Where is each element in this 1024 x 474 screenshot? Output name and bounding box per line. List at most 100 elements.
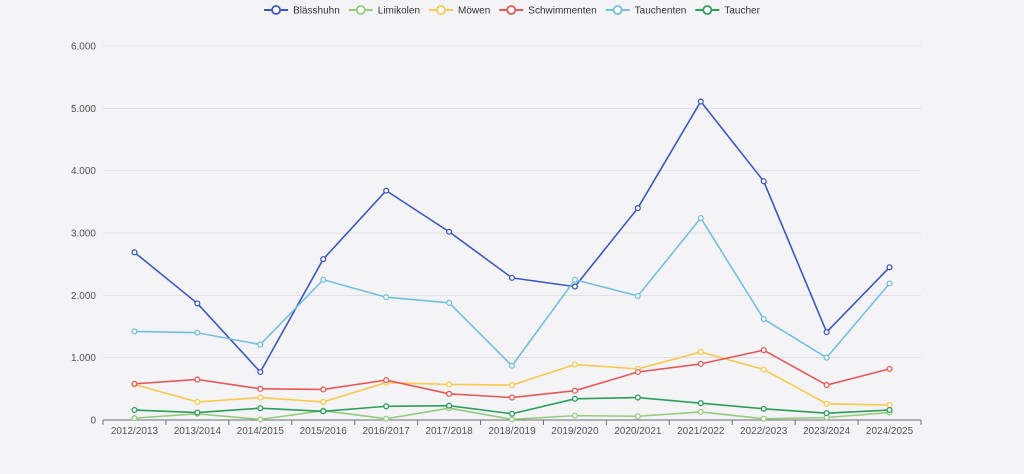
x-tick-label: 2016/2017 <box>363 426 411 437</box>
x-tick-label: 2015/2016 <box>300 426 348 437</box>
data-point[interactable] <box>760 315 767 323</box>
data-point[interactable] <box>571 387 578 394</box>
legend-item[interactable]: Blässhuhn <box>264 5 340 17</box>
data-point[interactable] <box>194 409 201 416</box>
data-point[interactable] <box>760 178 767 185</box>
data-point[interactable] <box>886 401 893 409</box>
series-3 <box>131 347 893 401</box>
data-point[interactable] <box>383 294 390 301</box>
legend-label: Tauchenten <box>635 6 687 17</box>
data-point[interactable] <box>508 416 516 423</box>
data-point[interactable] <box>697 349 704 356</box>
legend-label: Limikolen <box>378 6 420 17</box>
data-point[interactable] <box>446 381 453 388</box>
data-point[interactable] <box>194 329 201 336</box>
data-point[interactable] <box>194 300 201 307</box>
data-point[interactable] <box>320 276 327 283</box>
data-point[interactable] <box>823 400 830 407</box>
data-point[interactable] <box>697 400 704 407</box>
y-tick-label: 4.000 <box>71 166 96 177</box>
data-point[interactable] <box>383 415 390 422</box>
data-point[interactable] <box>446 228 453 235</box>
data-point[interactable] <box>571 395 578 402</box>
legend-item[interactable]: Taucher <box>695 5 761 17</box>
data-point[interactable] <box>571 361 578 368</box>
data-point[interactable] <box>886 264 893 271</box>
data-point[interactable] <box>383 403 390 410</box>
x-tick-label: 2014/2015 <box>237 426 285 437</box>
legend-item[interactable]: Schwimmenten <box>499 5 597 17</box>
data-point[interactable] <box>886 280 893 287</box>
y-tick-label: 1.000 <box>71 353 96 364</box>
x-tick-label: 2017/2018 <box>425 426 473 437</box>
data-point[interactable] <box>697 360 704 367</box>
data-point[interactable] <box>571 412 578 419</box>
data-point[interactable] <box>131 328 138 335</box>
data-point[interactable] <box>320 386 327 393</box>
data-point[interactable] <box>634 394 641 401</box>
y-tick-label: 6.000 <box>71 42 96 53</box>
data-point[interactable] <box>760 366 767 373</box>
data-point[interactable] <box>257 385 264 392</box>
legend-label: Blässhuhn <box>293 6 340 17</box>
data-point[interactable] <box>131 380 138 387</box>
data-point[interactable] <box>320 256 327 263</box>
data-point[interactable] <box>571 276 578 283</box>
data-point[interactable] <box>823 410 830 417</box>
data-point[interactable] <box>446 402 453 409</box>
legend-marker-icon <box>436 5 446 15</box>
data-point[interactable] <box>446 299 453 306</box>
data-point[interactable] <box>886 406 893 414</box>
y-tick-label: 0 <box>90 416 96 427</box>
data-point[interactable] <box>697 214 704 222</box>
data-point[interactable] <box>886 365 893 372</box>
data-point[interactable] <box>697 408 704 415</box>
data-point[interactable] <box>383 187 390 194</box>
data-point[interactable] <box>508 274 516 281</box>
data-point[interactable] <box>131 249 138 256</box>
legend-marker-icon <box>702 5 713 15</box>
data-point[interactable] <box>760 405 767 412</box>
data-point[interactable] <box>571 283 578 290</box>
data-point[interactable] <box>257 368 264 376</box>
data-point[interactable] <box>257 341 264 348</box>
y-tick-label: 3.000 <box>71 229 96 240</box>
data-point[interactable] <box>823 329 830 336</box>
data-point[interactable] <box>634 205 641 212</box>
data-point[interactable] <box>823 354 830 361</box>
legend-item[interactable]: Limikolen <box>348 5 420 17</box>
data-point[interactable] <box>697 98 704 105</box>
data-point[interactable] <box>194 398 201 405</box>
x-tick-label: 2023/2024 <box>803 426 851 437</box>
data-point[interactable] <box>257 405 264 412</box>
data-point[interactable] <box>508 410 516 417</box>
data-point[interactable] <box>634 368 641 376</box>
legend-marker-icon <box>506 5 517 15</box>
data-point[interactable] <box>508 382 516 389</box>
x-tick-label: 2018/2019 <box>488 426 536 437</box>
data-point[interactable] <box>131 406 138 414</box>
data-point[interactable] <box>257 416 264 423</box>
data-point[interactable] <box>383 377 390 384</box>
series-0 <box>131 98 893 376</box>
legend-marker-icon <box>271 5 281 15</box>
data-point[interactable] <box>320 398 327 405</box>
data-point[interactable] <box>634 292 641 300</box>
data-point[interactable] <box>508 362 516 369</box>
data-point[interactable] <box>257 394 264 401</box>
data-point[interactable] <box>446 390 453 397</box>
series-5 <box>131 394 893 417</box>
data-point[interactable] <box>760 415 767 422</box>
data-point[interactable] <box>760 347 767 354</box>
data-point[interactable] <box>508 394 516 401</box>
data-point[interactable] <box>194 376 201 383</box>
legend-item[interactable]: Möwen <box>429 5 490 17</box>
data-point[interactable] <box>823 382 830 389</box>
data-point[interactable] <box>320 408 327 415</box>
x-tick-label: 2022/2023 <box>740 426 788 437</box>
legend-label: Schwimmenten <box>528 6 596 17</box>
legend-item[interactable]: Tauchenten <box>605 5 687 17</box>
data-point[interactable] <box>131 415 138 422</box>
data-point[interactable] <box>634 413 641 420</box>
